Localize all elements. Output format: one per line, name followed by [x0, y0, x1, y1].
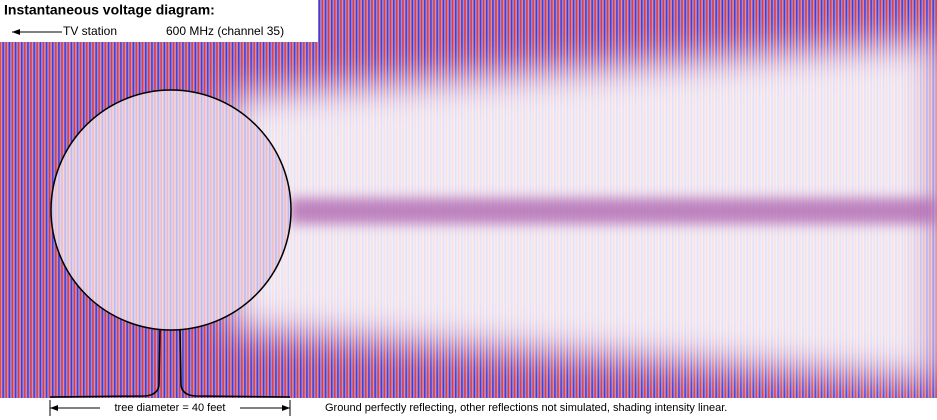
dimension-label: tree diameter = 40 feet: [115, 402, 226, 414]
diffraction-band: [290, 198, 937, 224]
tree-outline: [50, 89, 292, 331]
frequency: 600 MHz (channel 35): [166, 24, 284, 38]
dim-arrow: [282, 405, 290, 411]
footnote: Ground perfectly reflecting, other refle…: [325, 402, 727, 414]
title: Instantaneous voltage diagram:: [4, 2, 215, 18]
tree-trunk: [49, 329, 291, 398]
footer-bg: [0, 398, 937, 420]
dim-arrow: [50, 405, 58, 411]
source-label: TV station: [63, 24, 117, 38]
arrow-head: [12, 29, 20, 35]
header-bg: [0, 0, 318, 42]
